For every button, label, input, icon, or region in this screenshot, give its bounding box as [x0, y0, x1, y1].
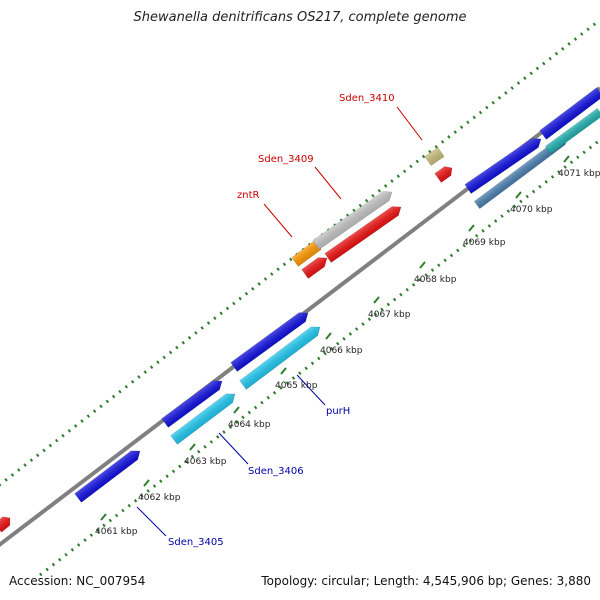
gene-arrow-shade — [324, 206, 401, 263]
gene-label[interactable]: Sden_3410 — [339, 93, 395, 104]
scale-tick-mark — [280, 367, 287, 375]
scale-tick-mark — [515, 191, 522, 199]
gene-callout-line — [263, 203, 293, 238]
scale-tick-mark — [373, 296, 380, 304]
gene-label[interactable]: Sden_3409 — [258, 154, 314, 165]
gene-arrow — [170, 393, 236, 445]
gene-arrow — [74, 450, 141, 503]
scale-tick-label: 4065 kbp — [275, 381, 318, 391]
scale-tick-mark — [189, 443, 196, 451]
gene-arrow — [239, 326, 321, 390]
scale-tick-label: 4061 kbp — [95, 527, 138, 537]
outer-dotted-ring — [0, 18, 600, 487]
gene-arrow-shade — [0, 516, 10, 533]
scale-tick-mark — [233, 406, 240, 414]
genome-info-text: Topology: circular; Length: 4,545,906 bp… — [261, 574, 591, 588]
scale-tick-mark — [563, 155, 570, 163]
gene-label[interactable]: Sden_3405 — [168, 537, 224, 548]
scale-tick-mark — [468, 224, 475, 232]
gene-arrow-shade — [74, 450, 140, 503]
accession-text: Accession: NC_007954 — [9, 574, 146, 588]
gene-callout-line — [136, 506, 167, 537]
gene-callout-line — [396, 106, 423, 141]
gene-label[interactable]: zntR — [237, 190, 260, 201]
gene-arrow — [424, 147, 445, 166]
gene-arrow — [291, 240, 322, 267]
gene-arrow-shade — [434, 166, 453, 183]
scale-tick-label: 4064 kbp — [228, 420, 271, 430]
scale-tick-label: 4068 kbp — [414, 275, 457, 285]
gene-callout-line — [314, 166, 342, 200]
scale-tick-label: 4066 kbp — [320, 346, 363, 356]
scale-tick-label: 4062 kbp — [138, 493, 181, 503]
scale-tick-label: 4067 kbp — [368, 310, 411, 320]
scale-tick-label: 4063 kbp — [184, 457, 227, 467]
gene-arrow-shade — [301, 257, 328, 279]
gene-features — [0, 87, 600, 533]
gene-arrow — [312, 191, 393, 250]
gene-arrow-shade — [474, 137, 568, 209]
scale-tick-label: 4071 kbp — [558, 169, 600, 179]
gene-arrow — [324, 206, 402, 263]
gene-callout-line — [218, 432, 249, 465]
gene-arrow-shade — [161, 380, 222, 428]
map-title: Shewanella denitrificans OS217, complete… — [133, 10, 467, 25]
scale-tick-label: 4070 kbp — [510, 205, 553, 215]
gene-arrow-shade — [312, 191, 392, 250]
gene-arrow-shade — [545, 108, 600, 154]
scale-tick-mark — [100, 513, 107, 521]
gene-arrow — [230, 312, 309, 372]
gene-labels: Sden_3410 Sden_3409 zntR purH Sden_3406 Sden_… — [136, 93, 423, 548]
gene-callout-line — [296, 374, 326, 406]
gene-arrow — [539, 87, 600, 140]
gene-arrow — [544, 107, 600, 155]
gene-arrow — [301, 257, 328, 279]
scale-tick-label: 4069 kbp — [463, 238, 506, 248]
gene-arrow — [0, 516, 11, 533]
gene-arrow-shade — [424, 147, 445, 166]
gene-label[interactable]: purH — [326, 406, 350, 417]
gene-label[interactable]: Sden_3406 — [248, 466, 304, 477]
gene-arrow-shade — [464, 138, 541, 194]
gene-arrow-shade — [291, 240, 322, 267]
scale-tick-mark — [143, 479, 150, 487]
scale-tick-mark — [419, 261, 426, 269]
gene-arrow-shade — [170, 393, 235, 445]
gene-arrow-shade — [230, 312, 308, 372]
gene-arrow — [161, 380, 223, 428]
gene-arrow — [464, 138, 542, 194]
scale-ticks: 4061 kbp 4062 kbp 4063 kbp 4064 kbp 4065 kbp… — [95, 155, 600, 537]
gene-arrow — [434, 166, 453, 183]
scale-tick-mark — [325, 332, 332, 340]
gene-arrow-shade — [539, 87, 600, 140]
gene-arrow-shade — [239, 326, 320, 390]
